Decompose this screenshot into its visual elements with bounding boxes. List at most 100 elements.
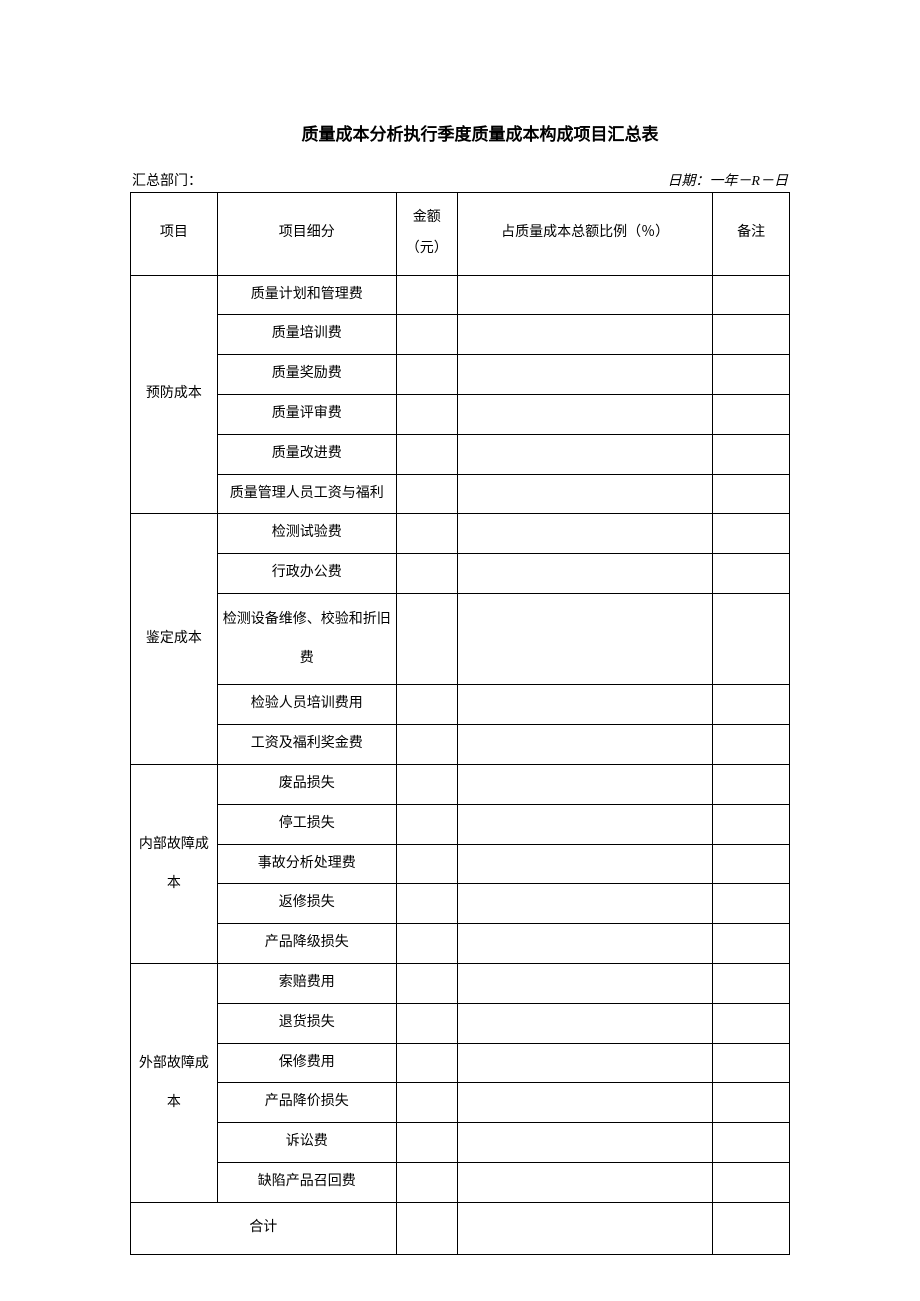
amount-cell bbox=[396, 963, 457, 1003]
table-row: 产品降价损失 bbox=[131, 1083, 790, 1123]
percent-cell bbox=[457, 685, 712, 725]
group-cell: 外部故障成本 bbox=[131, 963, 218, 1202]
amount-cell bbox=[396, 394, 457, 434]
percent-cell bbox=[457, 554, 712, 594]
amount-cell bbox=[396, 1123, 457, 1163]
percent-cell bbox=[457, 1083, 712, 1123]
table-row: 检验人员培训费用 bbox=[131, 685, 790, 725]
total-row: 合计 bbox=[131, 1202, 790, 1254]
table-row: 保修费用 bbox=[131, 1043, 790, 1083]
detail-cell: 检测试验费 bbox=[217, 514, 396, 554]
detail-cell: 行政办公费 bbox=[217, 554, 396, 594]
dept-label: 汇总部门： bbox=[132, 170, 202, 190]
remark-cell bbox=[713, 884, 790, 924]
remark-cell bbox=[713, 275, 790, 315]
detail-cell: 事故分析处理费 bbox=[217, 844, 396, 884]
percent-cell bbox=[457, 275, 712, 315]
col-amount-header: 金额 （元） bbox=[396, 193, 457, 276]
table-header-row: 项目 项目细分 金额 （元） 占质量成本总额比例（％） 备注 bbox=[131, 193, 790, 276]
total-label-cell: 合计 bbox=[131, 1202, 397, 1254]
amount-cell bbox=[396, 275, 457, 315]
remark-cell bbox=[713, 1043, 790, 1083]
remark-cell bbox=[713, 1162, 790, 1202]
percent-cell bbox=[457, 593, 712, 684]
remark-cell bbox=[713, 1003, 790, 1043]
table-row: 检测设备维修、校验和折旧费 bbox=[131, 593, 790, 684]
col-detail-header: 项目细分 bbox=[217, 193, 396, 276]
table-row: 工资及福利奖金费 bbox=[131, 725, 790, 765]
percent-cell bbox=[457, 315, 712, 355]
amount-cell bbox=[396, 315, 457, 355]
remark-cell bbox=[713, 804, 790, 844]
amount-cell bbox=[396, 924, 457, 964]
amount-cell bbox=[396, 804, 457, 844]
percent-cell bbox=[457, 514, 712, 554]
detail-cell: 质量评审费 bbox=[217, 394, 396, 434]
detail-cell: 质量奖励费 bbox=[217, 355, 396, 395]
percent-cell bbox=[457, 1043, 712, 1083]
detail-cell: 检测设备维修、校验和折旧费 bbox=[217, 593, 396, 684]
table-row: 停工损失 bbox=[131, 804, 790, 844]
table-row: 退货损失 bbox=[131, 1003, 790, 1043]
detail-cell: 保修费用 bbox=[217, 1043, 396, 1083]
detail-cell: 缺陷产品召回费 bbox=[217, 1162, 396, 1202]
detail-cell: 产品降级损失 bbox=[217, 924, 396, 964]
table-row: 诉讼费 bbox=[131, 1123, 790, 1163]
remark-cell bbox=[713, 554, 790, 594]
group-cell: 预防成本 bbox=[131, 275, 218, 514]
date-label: 日期：一年－R－日 bbox=[667, 170, 788, 190]
detail-cell: 质量改进费 bbox=[217, 434, 396, 474]
table-row: 行政办公费 bbox=[131, 554, 790, 594]
amount-line1: 金额 bbox=[399, 203, 455, 234]
col-remark-header: 备注 bbox=[713, 193, 790, 276]
percent-cell bbox=[457, 1003, 712, 1043]
percent-cell bbox=[457, 804, 712, 844]
amount-cell bbox=[396, 844, 457, 884]
amount-cell bbox=[396, 1003, 457, 1043]
remark-cell bbox=[713, 315, 790, 355]
percent-cell bbox=[457, 963, 712, 1003]
detail-cell: 质量管理人员工资与福利 bbox=[217, 474, 396, 514]
remark-cell bbox=[713, 1123, 790, 1163]
remark-cell bbox=[713, 924, 790, 964]
amount-cell bbox=[396, 355, 457, 395]
detail-cell: 返修损失 bbox=[217, 884, 396, 924]
col-percent-header: 占质量成本总额比例（％） bbox=[457, 193, 712, 276]
amount-cell bbox=[396, 554, 457, 594]
amount-cell bbox=[396, 725, 457, 765]
remark-cell bbox=[713, 764, 790, 804]
remark-cell bbox=[713, 474, 790, 514]
table-row: 产品降级损失 bbox=[131, 924, 790, 964]
remark-cell bbox=[713, 394, 790, 434]
detail-cell: 质量计划和管理费 bbox=[217, 275, 396, 315]
percent-cell bbox=[457, 394, 712, 434]
percent-cell bbox=[457, 1162, 712, 1202]
total-amount-cell bbox=[396, 1202, 457, 1254]
amount-cell bbox=[396, 514, 457, 554]
percent-cell bbox=[457, 474, 712, 514]
remark-cell bbox=[713, 685, 790, 725]
table-row: 质量改进费 bbox=[131, 434, 790, 474]
amount-cell bbox=[396, 593, 457, 684]
page-title: 质量成本分析执行季度质量成本构成项目汇总表 bbox=[170, 120, 790, 145]
amount-cell bbox=[396, 884, 457, 924]
header-row: 汇总部门： 日期：一年－R－日 bbox=[130, 170, 790, 190]
percent-cell bbox=[457, 884, 712, 924]
table-row: 内部故障成本 废品损失 bbox=[131, 764, 790, 804]
total-percent-cell bbox=[457, 1202, 712, 1254]
detail-cell: 退货损失 bbox=[217, 1003, 396, 1043]
percent-cell bbox=[457, 434, 712, 474]
amount-cell bbox=[396, 1162, 457, 1202]
table-row: 质量评审费 bbox=[131, 394, 790, 434]
amount-line2: （元） bbox=[399, 234, 455, 265]
percent-cell bbox=[457, 844, 712, 884]
detail-cell: 停工损失 bbox=[217, 804, 396, 844]
cost-table: 项目 项目细分 金额 （元） 占质量成本总额比例（％） 备注 预防成本 质量计划… bbox=[130, 192, 790, 1255]
detail-cell: 工资及福利奖金费 bbox=[217, 725, 396, 765]
amount-cell bbox=[396, 685, 457, 725]
table-row: 事故分析处理费 bbox=[131, 844, 790, 884]
amount-cell bbox=[396, 1043, 457, 1083]
table-row: 预防成本 质量计划和管理费 bbox=[131, 275, 790, 315]
table-row: 返修损失 bbox=[131, 884, 790, 924]
remark-cell bbox=[713, 514, 790, 554]
